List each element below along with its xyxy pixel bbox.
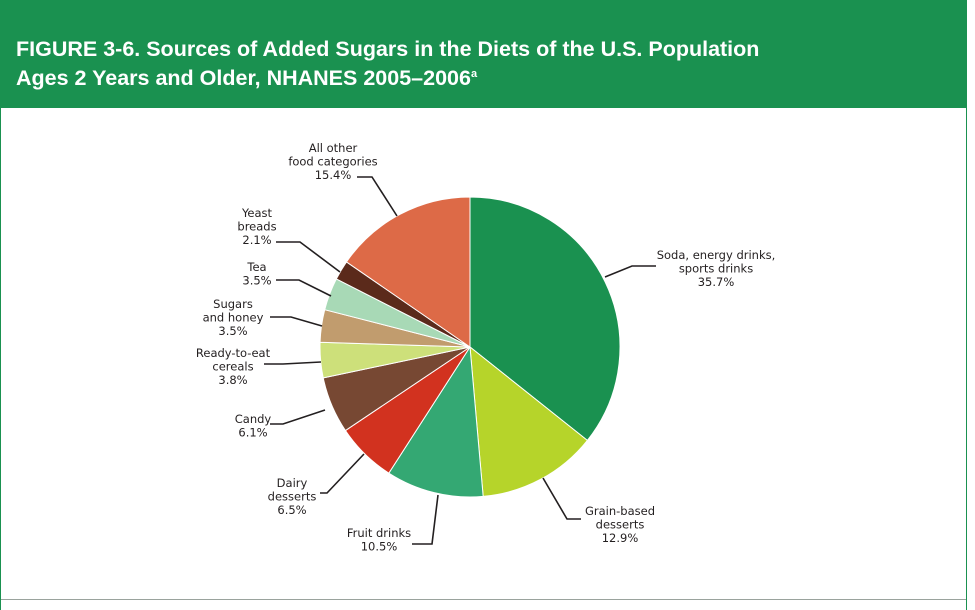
slice-value-yeast-breads: 2.1% <box>242 233 271 247</box>
leader-lines <box>264 176 656 545</box>
leader-line-candy <box>270 409 326 425</box>
leader-line-dairy-desserts <box>320 453 365 494</box>
slice-label-line: Ready-to-eat <box>196 346 271 360</box>
slice-label-line: Yeast <box>241 206 273 220</box>
pie-slice-soda-energy-drinks-sports-drinks <box>469 196 621 442</box>
leader-line-ready-to-eat-cereals <box>264 361 322 365</box>
slice-value-tea: 3.5% <box>242 274 271 288</box>
leader-line-tea <box>276 279 332 297</box>
figure-title: FIGURE 3-6. Sources of Added Sugars in t… <box>16 35 759 93</box>
slice-label-line: food categories <box>288 155 377 169</box>
figure-title-footnote-marker: a <box>470 67 478 80</box>
pie-slice-all-other-food-categories <box>345 196 471 348</box>
slice-label-sugars-and-honey: Sugars and honey 3.5% <box>203 297 264 338</box>
slice-label-line: Dairy <box>277 476 308 490</box>
slice-labels: Soda, energy drinks, sports drinks 35.7% Gr… <box>196 141 775 554</box>
pie-slice-grain-based-desserts <box>469 345 589 497</box>
slice-label-grain-based-desserts: Grain-based desserts 12.9% <box>585 504 655 545</box>
figure-header: FIGURE 3-6. Sources of Added Sugars in t… <box>1 1 966 108</box>
slice-label-line: and honey <box>203 311 264 325</box>
slice-value-candy: 6.1% <box>238 426 267 440</box>
slice-label-ready-to-eat-cereals: Ready-to-eat cereals 3.8% <box>196 346 271 387</box>
slice-label-line: Tea <box>246 260 266 274</box>
leader-line-grain-based-desserts <box>542 477 581 520</box>
slice-value-soda-energy-drinks-sports-drinks: 35.7% <box>698 275 735 289</box>
leader-line-fruit-drinks <box>412 494 439 545</box>
leader-line-soda-energy-drinks-sports-drinks <box>604 265 656 278</box>
slice-label-line: Sugars <box>213 297 253 311</box>
slice-label-tea: Tea 3.5% <box>242 260 271 288</box>
leader-line-all-other-food-categories <box>357 176 398 217</box>
slice-label-line: desserts <box>268 490 317 504</box>
bottom-divider <box>1 599 966 600</box>
figure-title-line-2: Ages 2 Years and Older, NHANES 2005–2006 <box>16 66 471 90</box>
slice-label-fruit-drinks: Fruit drinks 10.5% <box>347 526 411 554</box>
slice-label-candy: Candy 6.1% <box>235 412 272 440</box>
slice-value-fruit-drinks: 10.5% <box>361 540 398 554</box>
slice-value-all-other-food-categories: 15.4% <box>315 168 352 182</box>
pie-slice-fruit-drinks <box>388 345 484 498</box>
slice-label-line: Candy <box>235 412 272 426</box>
slice-label-all-other-food-categories: All other food categories 15.4% <box>288 141 377 182</box>
slice-label-line: All other <box>309 141 358 155</box>
slice-label-yeast-breads: Yeast breads 2.1% <box>237 206 276 247</box>
slice-label-dairy-desserts: Dairy desserts 6.5% <box>268 476 317 517</box>
slice-value-sugars-and-honey: 3.5% <box>218 324 247 338</box>
slice-label-soda-energy-drinks-sports-drinks: Soda, energy drinks, sports drinks 35.7% <box>657 248 776 289</box>
pie-slices <box>319 196 621 498</box>
leader-line-sugars-and-honey <box>270 316 323 327</box>
slice-label-line: desserts <box>596 518 645 532</box>
slice-value-dairy-desserts: 6.5% <box>277 503 306 517</box>
figure-title-line-1: FIGURE 3-6. Sources of Added Sugars in t… <box>16 37 760 61</box>
slice-label-line: sports drinks <box>679 262 753 276</box>
leader-line-yeast-breads <box>276 241 341 273</box>
slice-label-line: Grain-based <box>585 504 655 518</box>
slice-label-line: Fruit drinks <box>347 526 411 540</box>
slice-value-ready-to-eat-cereals: 3.8% <box>218 373 247 387</box>
slice-label-line: breads <box>237 220 276 234</box>
slice-label-line: cereals <box>212 360 253 374</box>
slice-label-line: Soda, energy drinks, <box>657 248 776 262</box>
slice-value-grain-based-desserts: 12.9% <box>602 531 639 545</box>
